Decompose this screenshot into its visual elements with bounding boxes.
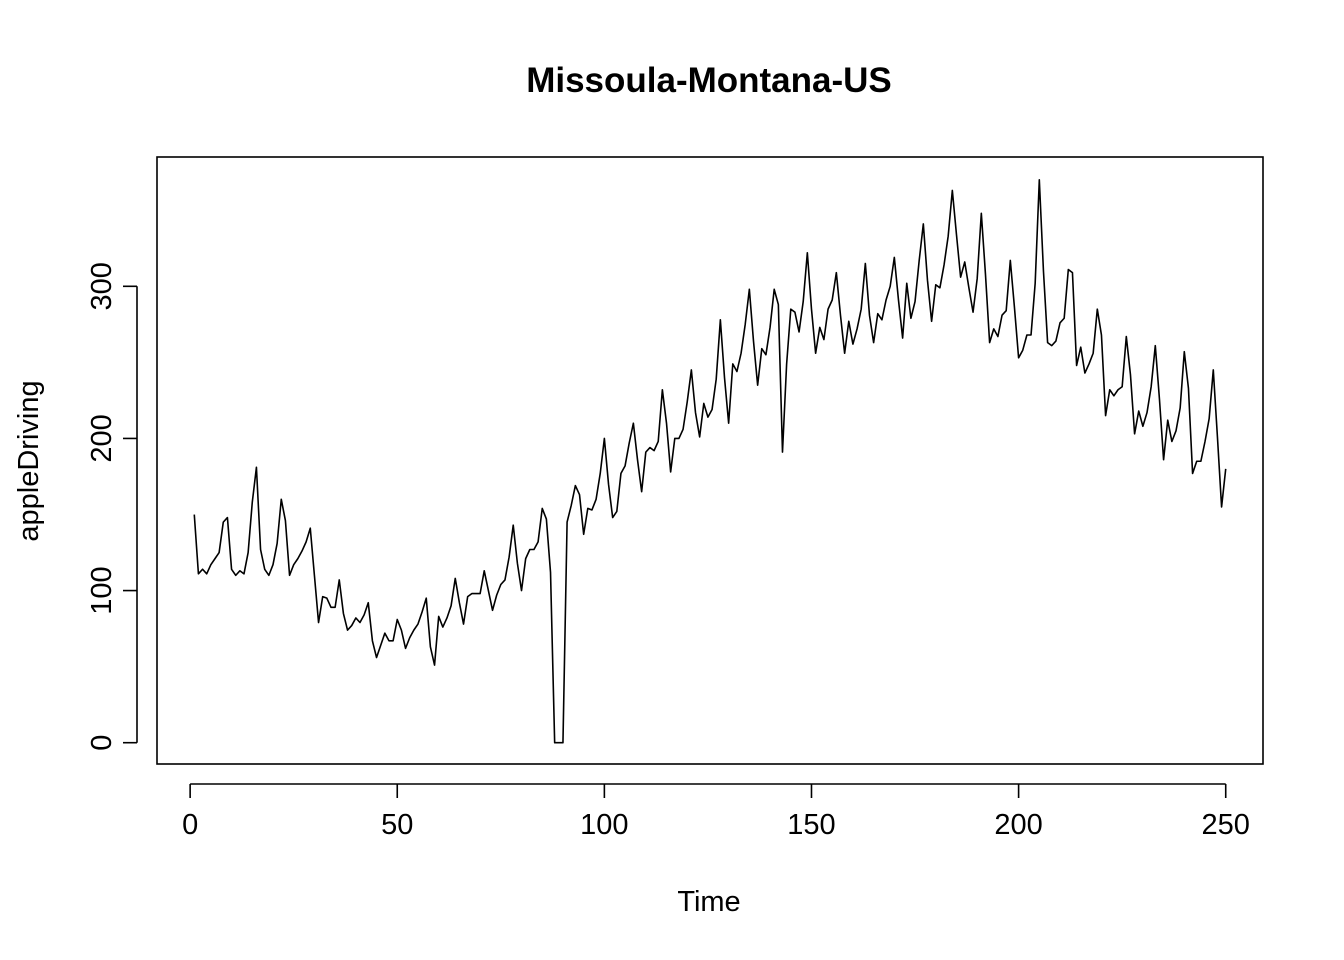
y-axis-label: appleDriving — [13, 380, 45, 541]
y-tick-label: 200 — [86, 414, 118, 462]
y-tick-label: 100 — [86, 566, 118, 614]
chart-title: Missoula-Montana-US — [526, 61, 892, 100]
x-tick-label: 50 — [381, 809, 413, 841]
y-axis: 0 100 200 300 — [86, 262, 138, 751]
x-tick-label: 100 — [580, 809, 628, 841]
x-axis-label: Time — [677, 886, 740, 918]
x-axis: 0 50 100 150 200 250 — [182, 783, 1250, 841]
x-tick-label: 150 — [787, 809, 835, 841]
x-tick-label: 250 — [1202, 809, 1250, 841]
series-line — [193, 179, 1227, 744]
x-tick-label: 0 — [182, 809, 198, 841]
y-tick-label: 300 — [86, 262, 118, 310]
plot-frame — [156, 156, 1264, 765]
y-tick-label: 0 — [86, 735, 118, 751]
x-tick-label: 200 — [994, 809, 1042, 841]
